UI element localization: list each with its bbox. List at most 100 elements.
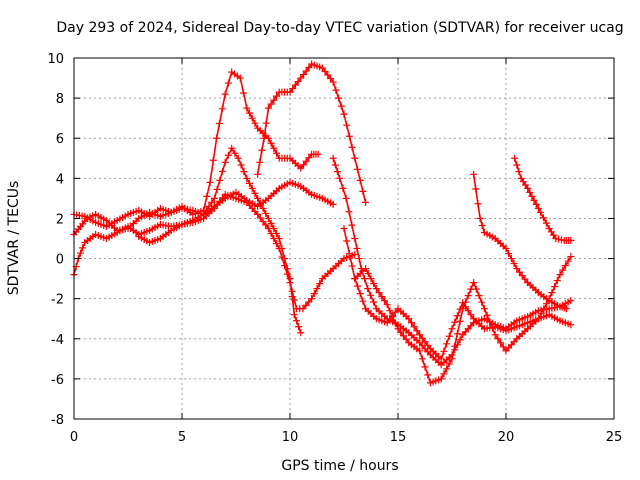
data-point [258,146,266,154]
data-point [213,134,221,142]
data-point [259,204,267,212]
data-point [470,279,478,287]
data-point [246,179,253,187]
data-point [237,161,245,169]
x-tick-label: 5 [178,430,186,445]
y-tick-label: 4 [56,172,64,187]
data-point [440,370,448,378]
data-point [486,318,494,326]
data-point [264,224,272,232]
data-point [329,78,337,86]
data-point [297,329,305,337]
data-point [464,307,472,315]
data-point [297,164,305,172]
data-point [399,332,407,340]
data-point [240,168,248,176]
data-point [456,317,464,325]
data-point [372,285,380,293]
data-point [336,174,344,182]
data-point [518,272,526,280]
data-point [262,209,270,217]
y-axis-label: SDTVAR / TECUs [6,181,22,296]
data-point [470,170,478,178]
series-sat-i [470,170,570,313]
data-point [305,64,313,72]
chart-title: Day 293 of 2024, Sidereal Day-to-day VTE… [56,20,623,36]
data-point [318,64,326,72]
data-point [286,279,294,287]
data-point [305,154,313,162]
data-point [567,321,575,329]
data-point [510,260,518,268]
data-point [342,194,350,202]
data-point [553,277,561,285]
x-tick-label: 15 [390,430,407,445]
data-point [343,121,351,129]
data-point [300,161,307,169]
data-point [453,312,461,320]
data-point [348,221,356,229]
data-point [491,331,499,339]
data-point [394,325,402,333]
data-point [297,74,305,82]
data-point [445,332,453,340]
x-tick-label: 0 [70,430,78,445]
data-point [316,280,324,288]
data-point [567,237,575,245]
data-point [494,335,502,343]
data-point [416,331,424,339]
data-point [451,342,459,350]
series-sat-j [511,154,575,245]
y-tick-label: 2 [56,212,64,227]
data-point [389,313,397,321]
data-point [532,200,540,208]
series-line [513,157,572,242]
data-point [370,298,378,306]
data-point [240,89,248,97]
data-point [448,325,456,333]
data-point [364,285,372,293]
data-point [424,341,432,349]
y-tick-label: -2 [51,293,64,308]
data-point [288,287,296,295]
data-point [362,265,370,273]
data-point [478,298,486,306]
data-point [290,296,298,304]
data-point [270,96,278,104]
data-point [267,219,275,227]
data-point [218,105,226,113]
data-point [254,194,262,202]
data-point [337,102,345,110]
data-point [513,265,521,273]
data-point [273,240,280,248]
data-point [424,371,432,379]
data-point [251,119,259,127]
data-point [539,214,547,222]
data-point [472,185,480,193]
data-point [474,200,482,208]
series-sat-b [70,144,305,337]
data-point [332,86,340,94]
y-tick-label: 6 [56,132,64,147]
data-point [313,285,321,293]
data-point [480,305,488,313]
data-point [483,311,491,319]
y-tick-label: 10 [47,52,64,67]
data-point [335,94,343,102]
data-point [362,198,370,206]
data-point [351,251,359,259]
data-point [208,198,216,206]
data-point [391,308,399,316]
data-point [262,119,270,127]
series-sat-e [254,60,370,206]
data-point [416,347,424,355]
data-point [246,109,253,117]
data-point [453,330,461,338]
data-point [359,187,367,195]
data-point [464,292,472,300]
data-point [437,355,445,363]
data-point [418,334,426,342]
data-point [397,328,405,336]
data-point [209,156,217,164]
data-point [516,268,523,276]
